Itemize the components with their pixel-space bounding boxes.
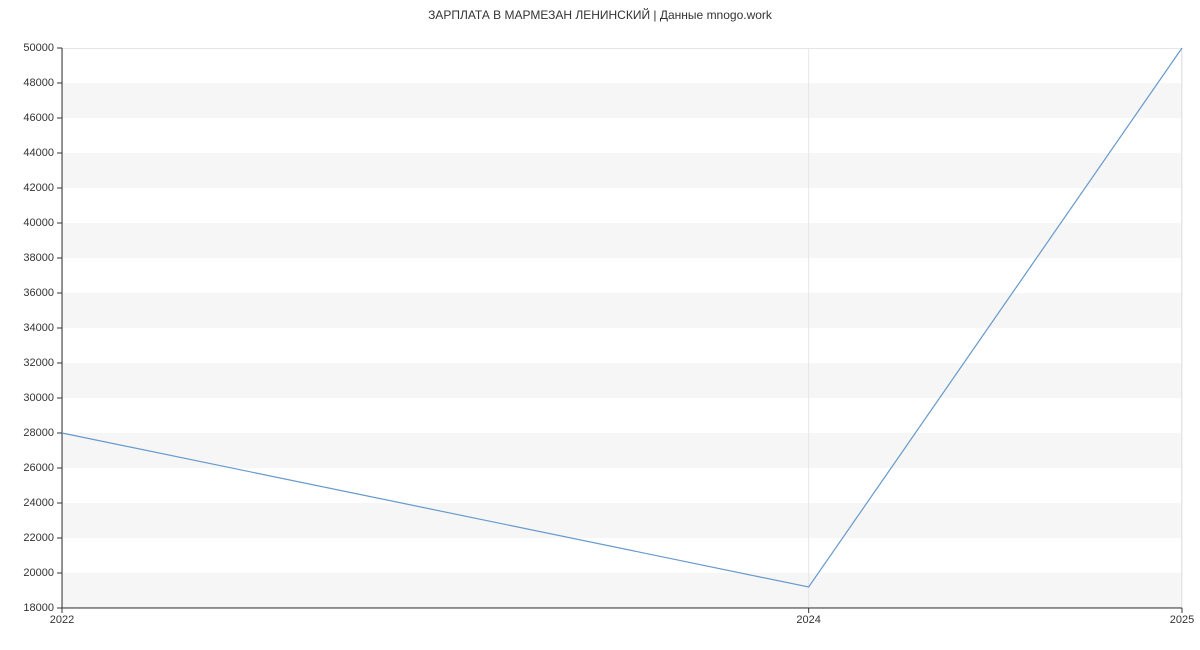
chart-title: ЗАРПЛАТА В МАРМЕЗАН ЛЕНИНСКИЙ | Данные m… bbox=[0, 8, 1200, 22]
y-tick-label: 34000 bbox=[23, 322, 54, 334]
y-tick-label: 20000 bbox=[23, 567, 54, 579]
x-tick-label: 2025 bbox=[1170, 614, 1194, 626]
y-tick-label: 24000 bbox=[23, 497, 54, 509]
y-tick-label: 36000 bbox=[23, 287, 54, 299]
y-tick-label: 42000 bbox=[23, 182, 54, 194]
y-tick-label: 30000 bbox=[23, 392, 54, 404]
plot-area: 1800020000220002400026000280003000032000… bbox=[62, 48, 1182, 608]
x-tick-label: 2022 bbox=[50, 614, 74, 626]
plot-svg bbox=[62, 48, 1182, 608]
y-tick-label: 38000 bbox=[23, 252, 54, 264]
y-tick-label: 46000 bbox=[23, 112, 54, 124]
y-tick-label: 26000 bbox=[23, 462, 54, 474]
y-tick-label: 22000 bbox=[23, 532, 54, 544]
y-tick-label: 44000 bbox=[23, 147, 54, 159]
y-tick-label: 32000 bbox=[23, 357, 54, 369]
chart-container: ЗАРПЛАТА В МАРМЕЗАН ЛЕНИНСКИЙ | Данные m… bbox=[0, 0, 1200, 650]
y-tick-label: 48000 bbox=[23, 77, 54, 89]
y-tick-label: 28000 bbox=[23, 427, 54, 439]
x-tick-label: 2024 bbox=[796, 614, 820, 626]
y-tick-label: 18000 bbox=[23, 602, 54, 614]
y-tick-label: 50000 bbox=[23, 42, 54, 54]
y-tick-label: 40000 bbox=[23, 217, 54, 229]
